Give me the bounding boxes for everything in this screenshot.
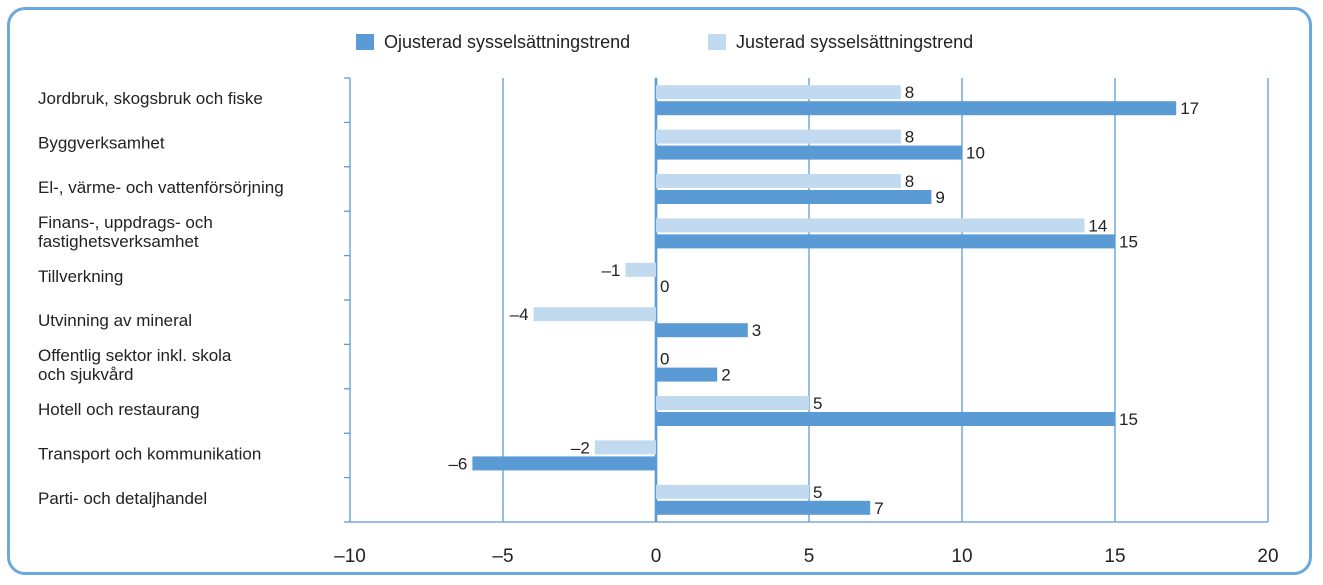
ojusterad-value-label: 15 [1119,410,1138,429]
x-tick-label: 20 [1257,546,1278,567]
justerad-bar [625,262,656,277]
justerad-bar [656,484,809,499]
ojusterad-bar [656,145,962,160]
x-tick-label: –10 [334,546,366,567]
category-label: och sjukvård [38,365,133,384]
category-label: Hotell och restaurang [38,400,200,419]
justerad-bar [533,307,656,322]
justerad-value-label: –1 [601,261,620,280]
justerad-bar [656,218,1085,233]
ojusterad-bar [656,323,748,338]
gridlines [502,78,1269,522]
legend-swatch [708,34,726,50]
category-label: Transport och kommunikation [38,444,261,463]
category-label: Tillverkning [38,267,123,286]
justerad-value-label: –2 [571,438,590,457]
category-label: Parti- och detaljhandel [38,489,207,508]
ojusterad-value-label: 10 [966,144,985,163]
justerad-bar [594,440,656,455]
category-label: El-, värme- och vattenförsörjning [38,178,284,197]
justerad-value-label: 8 [905,172,914,191]
x-tick-label: 10 [951,546,972,567]
ojusterad-value-label: 2 [721,366,730,385]
ojusterad-value-label: 3 [752,321,761,340]
justerad-value-label: 0 [660,350,669,369]
ojusterad-bar [656,367,718,382]
category-label: Offentlig sektor inkl. skola [38,346,232,365]
ojusterad-value-label: 17 [1180,99,1199,118]
ojusterad-bar [656,412,1115,426]
category-labels: Jordbruk, skogsbruk och fiske Byggverksam… [38,89,284,508]
legend-label: Justerad sysselsättningstrend [736,32,973,52]
x-tick-labels: –10 –5 0 5 10 15 20 [334,546,1278,567]
category-label: fastighetsverksamhet [38,232,199,251]
axes [344,77,1268,523]
legend-label: Ojusterad sysselsättningstrend [384,32,630,52]
ojusterad-value-label: –6 [448,454,467,473]
ojusterad-value-label: 0 [660,277,669,296]
justerad-bar [656,174,901,188]
legend: Ojusterad sysselsättningstrend Justerad s… [356,32,973,52]
legend-swatch [356,34,374,50]
justerad-value-label: 8 [905,83,914,102]
x-tick-label: 5 [804,546,815,567]
justerad-value-label: 14 [1088,216,1107,235]
justerad-value-label: 5 [813,394,822,413]
x-tick-label: 0 [651,546,662,567]
category-label: Finans-, uppdrags- och [38,213,213,232]
ojusterad-value-label: 15 [1119,232,1138,251]
ojusterad-bar [656,190,932,204]
ojusterad-bar [656,500,871,515]
justerad-bar [656,129,901,144]
category-label: Byggverksamhet [38,134,165,153]
ojusterad-bar [472,456,656,471]
justerad-bar [656,85,901,100]
bars: 8 17 8 10 8 9 14 15 –1 0 –4 3 0 2 5 15 –2 –6 5 7 [448,83,1199,518]
ojusterad-bar [656,234,1115,249]
justerad-value-label: –4 [510,305,529,324]
category-label: Utvinning av mineral [38,311,192,330]
category-label: Jordbruk, skogsbruk och fiske [38,89,263,108]
ojusterad-value-label: 9 [935,188,944,207]
justerad-bar [656,396,809,410]
x-tick-label: –5 [492,546,513,567]
justerad-value-label: 8 [905,128,914,147]
justerad-value-label: 5 [813,483,822,502]
ojusterad-bar [656,101,1177,116]
ojusterad-value-label: 7 [874,499,883,518]
x-tick-label: 15 [1104,546,1125,567]
